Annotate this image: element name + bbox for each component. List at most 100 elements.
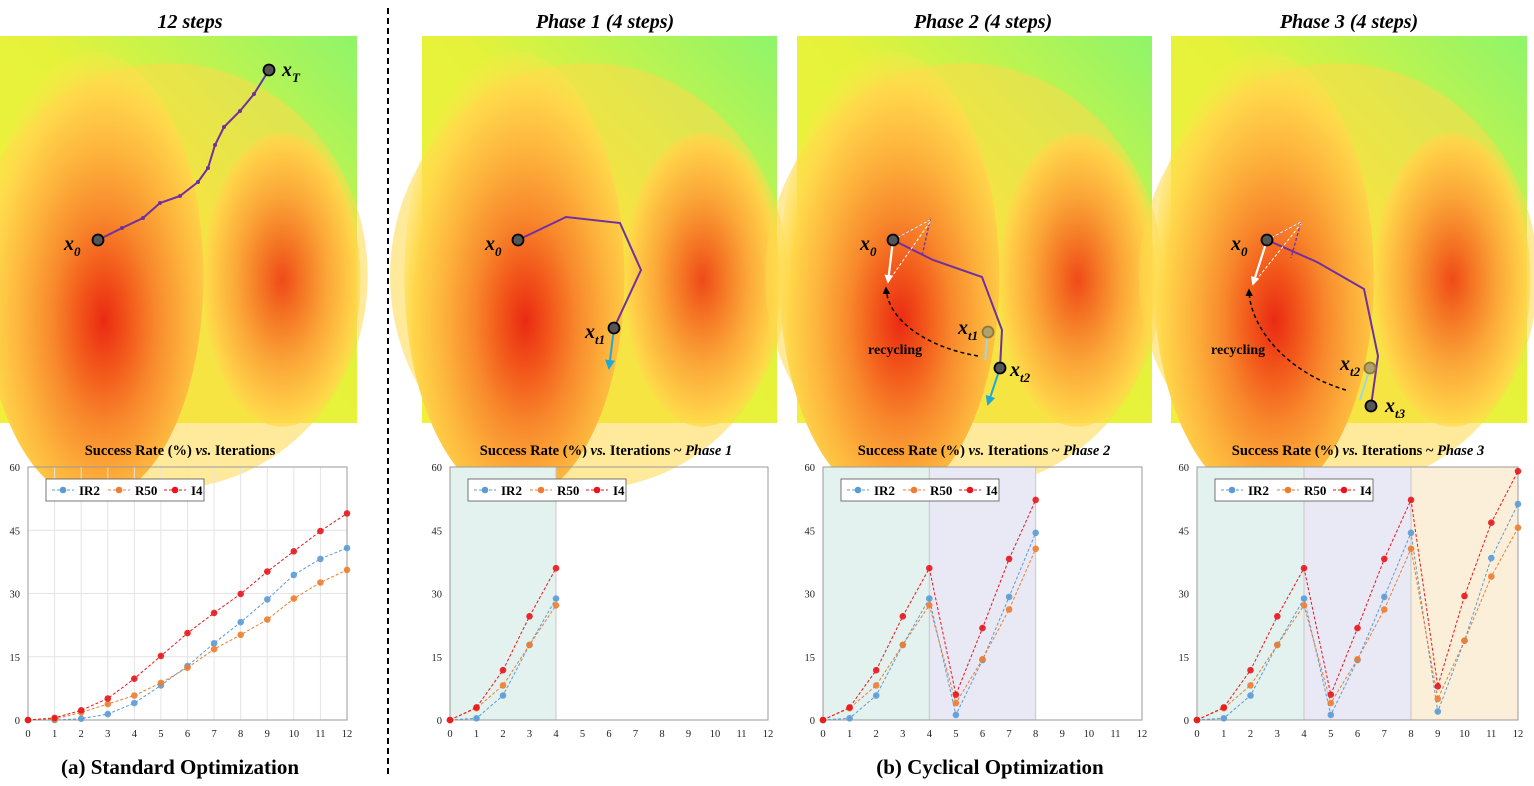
data-point [872, 682, 880, 689]
series-I4 [1193, 467, 1522, 724]
x-tick-label: 5 [580, 729, 585, 740]
x-tick-label: 0 [820, 729, 825, 740]
data-point [317, 579, 324, 586]
x-tick-label: 6 [606, 729, 611, 740]
panel-title-phase2: Phase 2 (4 steps) [913, 11, 1052, 33]
y-tick-label: 60 [432, 463, 443, 474]
legend-label: IR2 [501, 483, 522, 498]
data-point [77, 715, 85, 722]
legend-label: R50 [1304, 483, 1326, 498]
x-tick-label: 7 [1006, 729, 1011, 740]
data-point [526, 613, 533, 620]
y-tick-label: 15 [10, 653, 21, 664]
phase-band-1 [1197, 467, 1304, 720]
legend-marker [1284, 486, 1292, 494]
panel-title-phase3: Phase 3 (4 steps) [1279, 11, 1418, 33]
x-tick-label: 6 [185, 729, 190, 740]
data-point [846, 704, 853, 711]
data-point [131, 675, 138, 682]
legend-marker [593, 486, 601, 494]
label-x0: x0 [63, 233, 81, 259]
data-point [1354, 624, 1361, 632]
data-point [1327, 691, 1335, 698]
data-point [1032, 496, 1039, 504]
data-point [1488, 573, 1495, 580]
y-tick-label: 45 [10, 526, 21, 537]
data-point [926, 595, 933, 602]
data-point [104, 695, 112, 702]
data-point [1514, 500, 1522, 508]
chart-title: Success Rate (%) vs. Iterations [85, 443, 276, 459]
y-tick-label: 0 [810, 716, 815, 727]
plot-frame [822, 466, 1143, 721]
data-point [157, 679, 165, 687]
data-point [1514, 524, 1522, 531]
start-point [1260, 233, 1274, 247]
data-point [290, 548, 298, 555]
label-xt2: xt2 [1339, 353, 1361, 379]
x-tick-label: 3 [105, 729, 110, 740]
legend-marker [1340, 486, 1348, 494]
x-tick-label: 8 [1408, 729, 1413, 740]
x-tick-label: 7 [633, 729, 638, 740]
plot-frame [449, 466, 769, 721]
panel-title-standard: 12 steps [158, 11, 223, 33]
y-tick-label: 30 [432, 590, 443, 601]
chart-title: Success Rate (%) vs. Iterations ~ Phase … [480, 443, 732, 459]
y-tick-label: 60 [805, 463, 816, 474]
loss-landscape-3 [765, 36, 1163, 501]
phase-band-2 [929, 467, 1036, 720]
data-point [1434, 695, 1442, 703]
x-tick-label: 3 [900, 729, 905, 740]
data-point [1434, 708, 1442, 715]
data-point [952, 711, 960, 719]
start-point [886, 233, 900, 247]
legend-label: IR2 [1248, 483, 1269, 498]
data-point [210, 640, 218, 647]
legend-label: I4 [191, 483, 203, 498]
data-point [1381, 555, 1388, 563]
x-tick-label: 8 [238, 729, 243, 740]
x-tick-label: 0 [1194, 729, 1199, 740]
data-point [1488, 554, 1495, 562]
x-tick-label: 1 [1221, 729, 1226, 740]
data-point [343, 566, 351, 574]
x-tick-label: 2 [1248, 729, 1253, 740]
end-point [262, 63, 276, 77]
data-point [237, 590, 244, 598]
caption-cyclical-optimization: (b) Cyclical Optimization [876, 755, 1104, 779]
y-tick-label: 30 [10, 590, 21, 601]
legend-marker [115, 486, 123, 494]
x-tick-label: 12 [1137, 729, 1148, 740]
x-tick-label: 6 [1355, 729, 1360, 740]
y-tick-label: 45 [432, 526, 443, 537]
data-point [24, 716, 32, 724]
end-point [993, 361, 1007, 375]
x-tick-label: 1 [847, 729, 852, 740]
x-tick-label: 5 [953, 729, 958, 740]
data-point [552, 595, 560, 602]
data-point [131, 699, 138, 707]
x-tick-label: 6 [980, 729, 985, 740]
legend-marker [1228, 486, 1236, 494]
x-tick-label: 4 [927, 729, 933, 740]
y-tick-label: 60 [10, 463, 21, 474]
data-point [264, 596, 271, 603]
data-point [446, 716, 454, 724]
legend: IR2 R50 I4 [467, 478, 627, 502]
x-tick-label: 3 [527, 729, 532, 740]
data-point [872, 692, 880, 699]
trajectory-standard: x0 xT [63, 59, 301, 259]
label-xt3: xt3 [1384, 395, 1406, 421]
data-point [1193, 716, 1201, 724]
x-tick-label: 2 [500, 729, 505, 740]
x-tick-label: 11 [1110, 729, 1120, 740]
end-point [607, 321, 621, 335]
data-point [264, 568, 271, 575]
data-point [1220, 715, 1228, 722]
legend-marker [910, 486, 918, 494]
